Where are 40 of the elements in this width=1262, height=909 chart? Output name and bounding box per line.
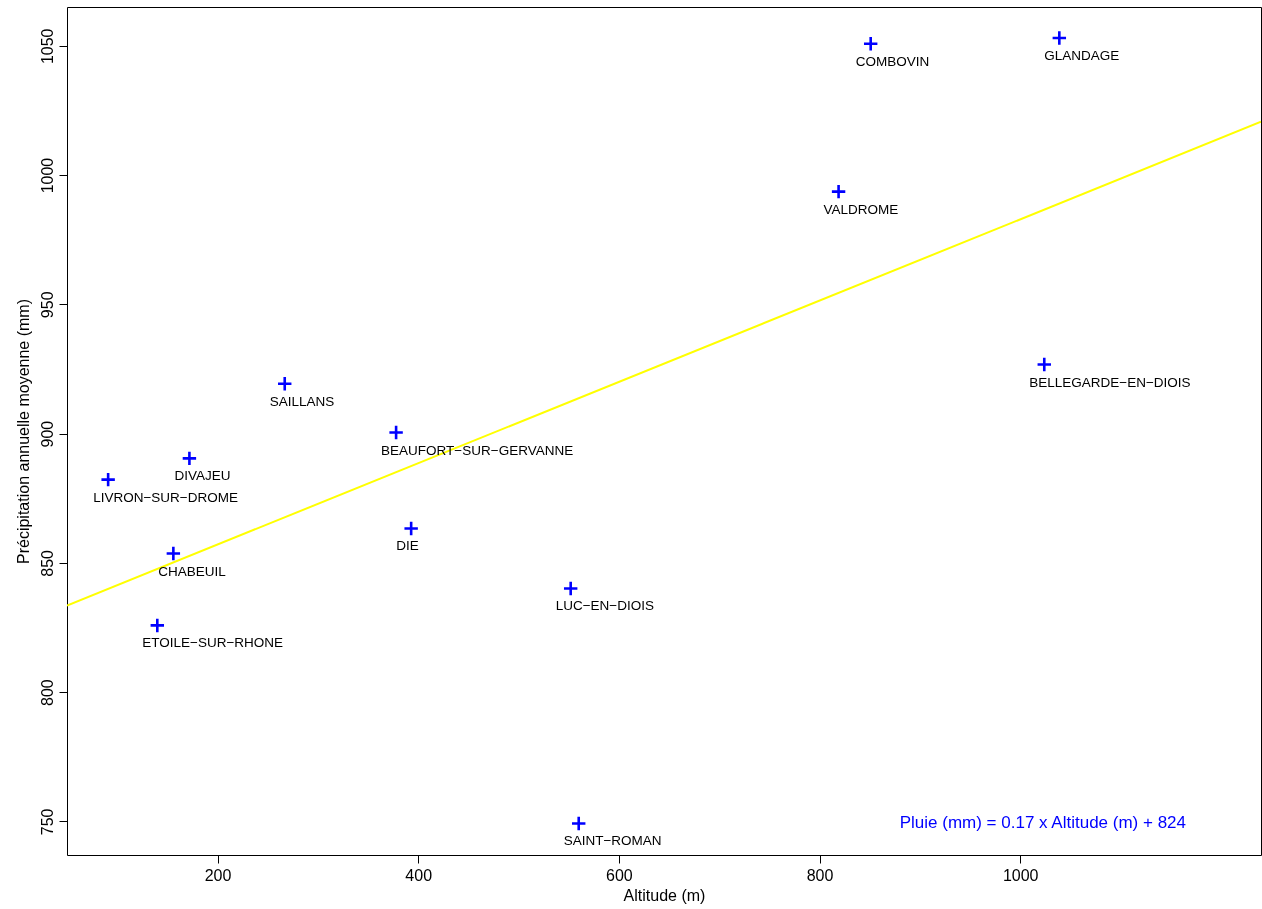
x-tick-label: 400 [405,866,433,884]
y-tick-label: 900 [38,420,56,448]
x-tick-label: 200 [204,866,232,884]
annotation: DIE [396,538,419,554]
annotation: BELLEGARDE−EN−DIOIS [1029,374,1191,390]
y-tick-label: 750 [38,808,56,836]
point [562,580,579,597]
point [181,450,198,467]
point [100,471,117,488]
annotation: DIVAJEU [174,468,231,484]
x-tick-label: 800 [806,866,834,884]
annotation: VALDROME [823,201,899,217]
annotation: COMBOVIN [855,53,930,69]
y-tick-label: 1000 [38,157,56,194]
point [830,183,847,200]
y-axis-title: Précipitation annuelle moyenne (mm) [14,298,32,565]
point [149,617,166,634]
point [862,35,879,52]
point [403,520,420,537]
y-tick-label: 1050 [38,28,56,65]
point [570,815,587,832]
point [1051,30,1068,47]
point [388,424,405,441]
point [276,375,293,392]
annotation: GLANDAGE [1044,48,1120,64]
annotation: Pluie (mm) = 0.17 x Altitude (m) + 824 [899,813,1186,832]
annotation: SAINT−ROMAN [563,833,662,849]
x-tick-label: 600 [606,866,633,884]
y-tick-label: 950 [38,291,56,319]
annotation: LUC−EN−DIOIS [555,598,654,614]
annotation: LIVRON−SUR−DROME [93,489,238,505]
x-axis-title: Altitude (m) [623,886,706,904]
annotation: ETOILE−SUR−RHONE [142,635,284,651]
y-tick-label: 800 [38,679,56,706]
point [165,545,182,562]
x-tick-label: 1000 [1002,866,1039,884]
annotation: SAILLANS [269,393,335,409]
annotation: CHABEUIL [158,563,227,579]
y-tick-label: 850 [38,549,56,577]
point [1036,356,1053,373]
